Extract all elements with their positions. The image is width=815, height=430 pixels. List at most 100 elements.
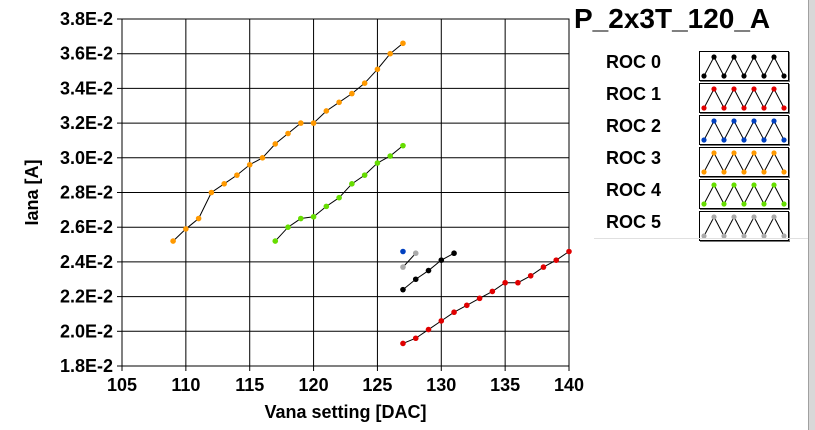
legend-item-label: ROC 0 bbox=[606, 52, 662, 72]
data-point bbox=[285, 130, 291, 137]
series-roc-0 bbox=[400, 250, 457, 293]
legend-swatch bbox=[699, 179, 789, 209]
data-point bbox=[412, 335, 419, 342]
y-tick-label: 1.8E-2 bbox=[60, 356, 113, 376]
legend-divider bbox=[594, 238, 808, 239]
chart-title: P_2x3T_120_A bbox=[574, 3, 771, 34]
legend-marker bbox=[741, 201, 747, 207]
data-point bbox=[464, 302, 470, 309]
legend-item-label: ROC 1 bbox=[606, 84, 662, 104]
data-point bbox=[349, 90, 355, 97]
data-point bbox=[183, 226, 189, 232]
legend-marker bbox=[781, 233, 787, 239]
data-point bbox=[502, 279, 508, 286]
data-point bbox=[451, 309, 457, 316]
legend: ROC 0 ROC 1 ROC 2 ROC 3 ROC 4 ROC 5 bbox=[594, 47, 804, 241]
data-point bbox=[515, 279, 521, 286]
legend-marker bbox=[711, 214, 717, 220]
legend-marker bbox=[731, 150, 737, 156]
legend-marker bbox=[701, 201, 707, 207]
legend-swatch bbox=[699, 115, 789, 145]
legend-marker bbox=[761, 169, 767, 175]
x-tick-label: 135 bbox=[490, 375, 520, 395]
y-tick-label: 2.6E-2 bbox=[60, 217, 113, 237]
legend-marker bbox=[731, 214, 737, 220]
legend-item: ROC 5 bbox=[594, 207, 804, 241]
data-point bbox=[323, 108, 330, 114]
data-point bbox=[310, 213, 317, 220]
data-point bbox=[298, 215, 304, 222]
y-tick-label: 2.4E-2 bbox=[60, 252, 113, 272]
data-point bbox=[566, 248, 572, 255]
legend-marker bbox=[781, 201, 787, 207]
legend-marker bbox=[741, 137, 747, 143]
data-point bbox=[412, 250, 419, 257]
legend-line bbox=[703, 119, 785, 142]
series-line bbox=[402, 252, 417, 268]
legend-swatch-graphic bbox=[701, 214, 787, 239]
legend-marker bbox=[721, 73, 727, 79]
x-tick-label: 115 bbox=[235, 375, 264, 395]
legend-marker bbox=[711, 86, 717, 92]
legend-marker bbox=[751, 54, 757, 60]
legend-marker bbox=[711, 182, 717, 188]
legend-line bbox=[703, 215, 785, 238]
legend-marker bbox=[771, 214, 777, 220]
legend-marker bbox=[761, 137, 767, 143]
legend-item: ROC 3 bbox=[594, 143, 804, 177]
data-point bbox=[387, 153, 394, 159]
y-tick-label: 2.0E-2 bbox=[60, 321, 113, 341]
legend-swatch-graphic bbox=[701, 86, 787, 111]
data-point bbox=[259, 155, 266, 161]
y-tick-label: 2.8E-2 bbox=[60, 183, 113, 203]
legend-marker bbox=[721, 201, 727, 207]
legend-marker bbox=[761, 201, 767, 207]
legend-marker bbox=[741, 169, 747, 175]
legend-marker bbox=[761, 73, 767, 79]
y-tick-label: 2.2E-2 bbox=[60, 287, 113, 307]
data-point bbox=[412, 276, 419, 283]
legend-marker bbox=[701, 169, 707, 175]
data-point bbox=[527, 272, 534, 279]
series-roc-4 bbox=[272, 142, 406, 244]
series-roc-3 bbox=[170, 40, 406, 244]
legend-swatch-graphic bbox=[701, 150, 787, 175]
legend-line bbox=[703, 87, 785, 110]
data-point bbox=[425, 326, 432, 333]
legend-marker bbox=[721, 233, 727, 239]
legend-marker bbox=[751, 150, 757, 156]
legend-marker bbox=[781, 73, 787, 79]
x-tick-label: 125 bbox=[362, 375, 392, 395]
y-tick-label: 3.0E-2 bbox=[60, 148, 113, 168]
data-point bbox=[336, 99, 342, 106]
data-point bbox=[361, 172, 368, 178]
data-point bbox=[170, 238, 176, 244]
legend-swatch bbox=[699, 211, 789, 241]
legend-swatch bbox=[699, 83, 789, 113]
data-point bbox=[438, 257, 445, 263]
legend-marker bbox=[731, 86, 737, 92]
data-point bbox=[208, 189, 215, 196]
legend-item-label: ROC 4 bbox=[606, 180, 662, 200]
data-point bbox=[272, 141, 279, 147]
legend-marker bbox=[771, 54, 777, 60]
legend-line bbox=[703, 151, 785, 174]
legend-swatch bbox=[699, 51, 789, 81]
legend-item: ROC 2 bbox=[594, 111, 804, 145]
data-point bbox=[451, 250, 457, 257]
data-point bbox=[374, 66, 381, 73]
legend-swatch-graphic bbox=[701, 54, 787, 79]
legend-marker bbox=[701, 73, 707, 79]
legend-marker bbox=[731, 118, 737, 124]
legend-marker bbox=[771, 118, 777, 124]
legend-line bbox=[703, 183, 785, 206]
legend-marker bbox=[711, 118, 717, 124]
legend-marker bbox=[761, 233, 767, 239]
grid-lines bbox=[121, 18, 570, 367]
legend-marker bbox=[731, 182, 737, 188]
data-point bbox=[221, 181, 227, 187]
data-point bbox=[310, 120, 317, 126]
legend-marker bbox=[741, 73, 747, 79]
data-series bbox=[170, 40, 572, 347]
legend-marker bbox=[771, 182, 777, 188]
